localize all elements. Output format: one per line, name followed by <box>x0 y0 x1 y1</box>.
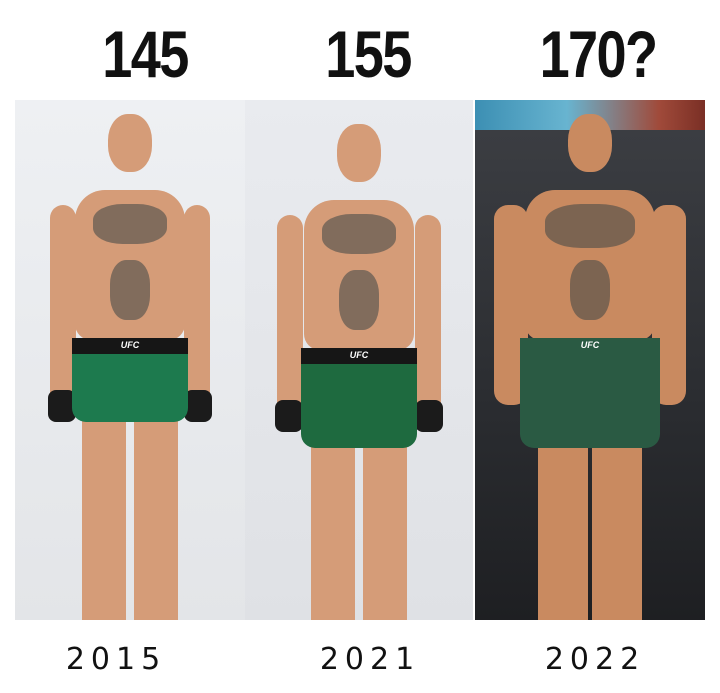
shorts-logo: UFC <box>580 340 600 350</box>
fighter-figure: UFC <box>259 110 459 620</box>
year-label-2: 2021 <box>319 642 421 677</box>
year-label-3: 2022 <box>544 642 646 677</box>
photo-2021: UFC <box>245 100 473 620</box>
weight-label-3: 170? <box>539 17 658 91</box>
year-label-1: 2015 <box>65 642 167 677</box>
shorts-logo: UFC <box>349 350 369 360</box>
photo-2015: UFC <box>15 100 245 620</box>
weight-label-2: 155 <box>325 17 412 91</box>
fighter-figure: UFC <box>30 100 230 620</box>
fighter-figure: UFC <box>490 100 690 620</box>
photo-2022: UFC <box>475 100 705 620</box>
weight-label-1: 145 <box>102 17 189 91</box>
shorts-logo: UFC <box>120 340 140 350</box>
